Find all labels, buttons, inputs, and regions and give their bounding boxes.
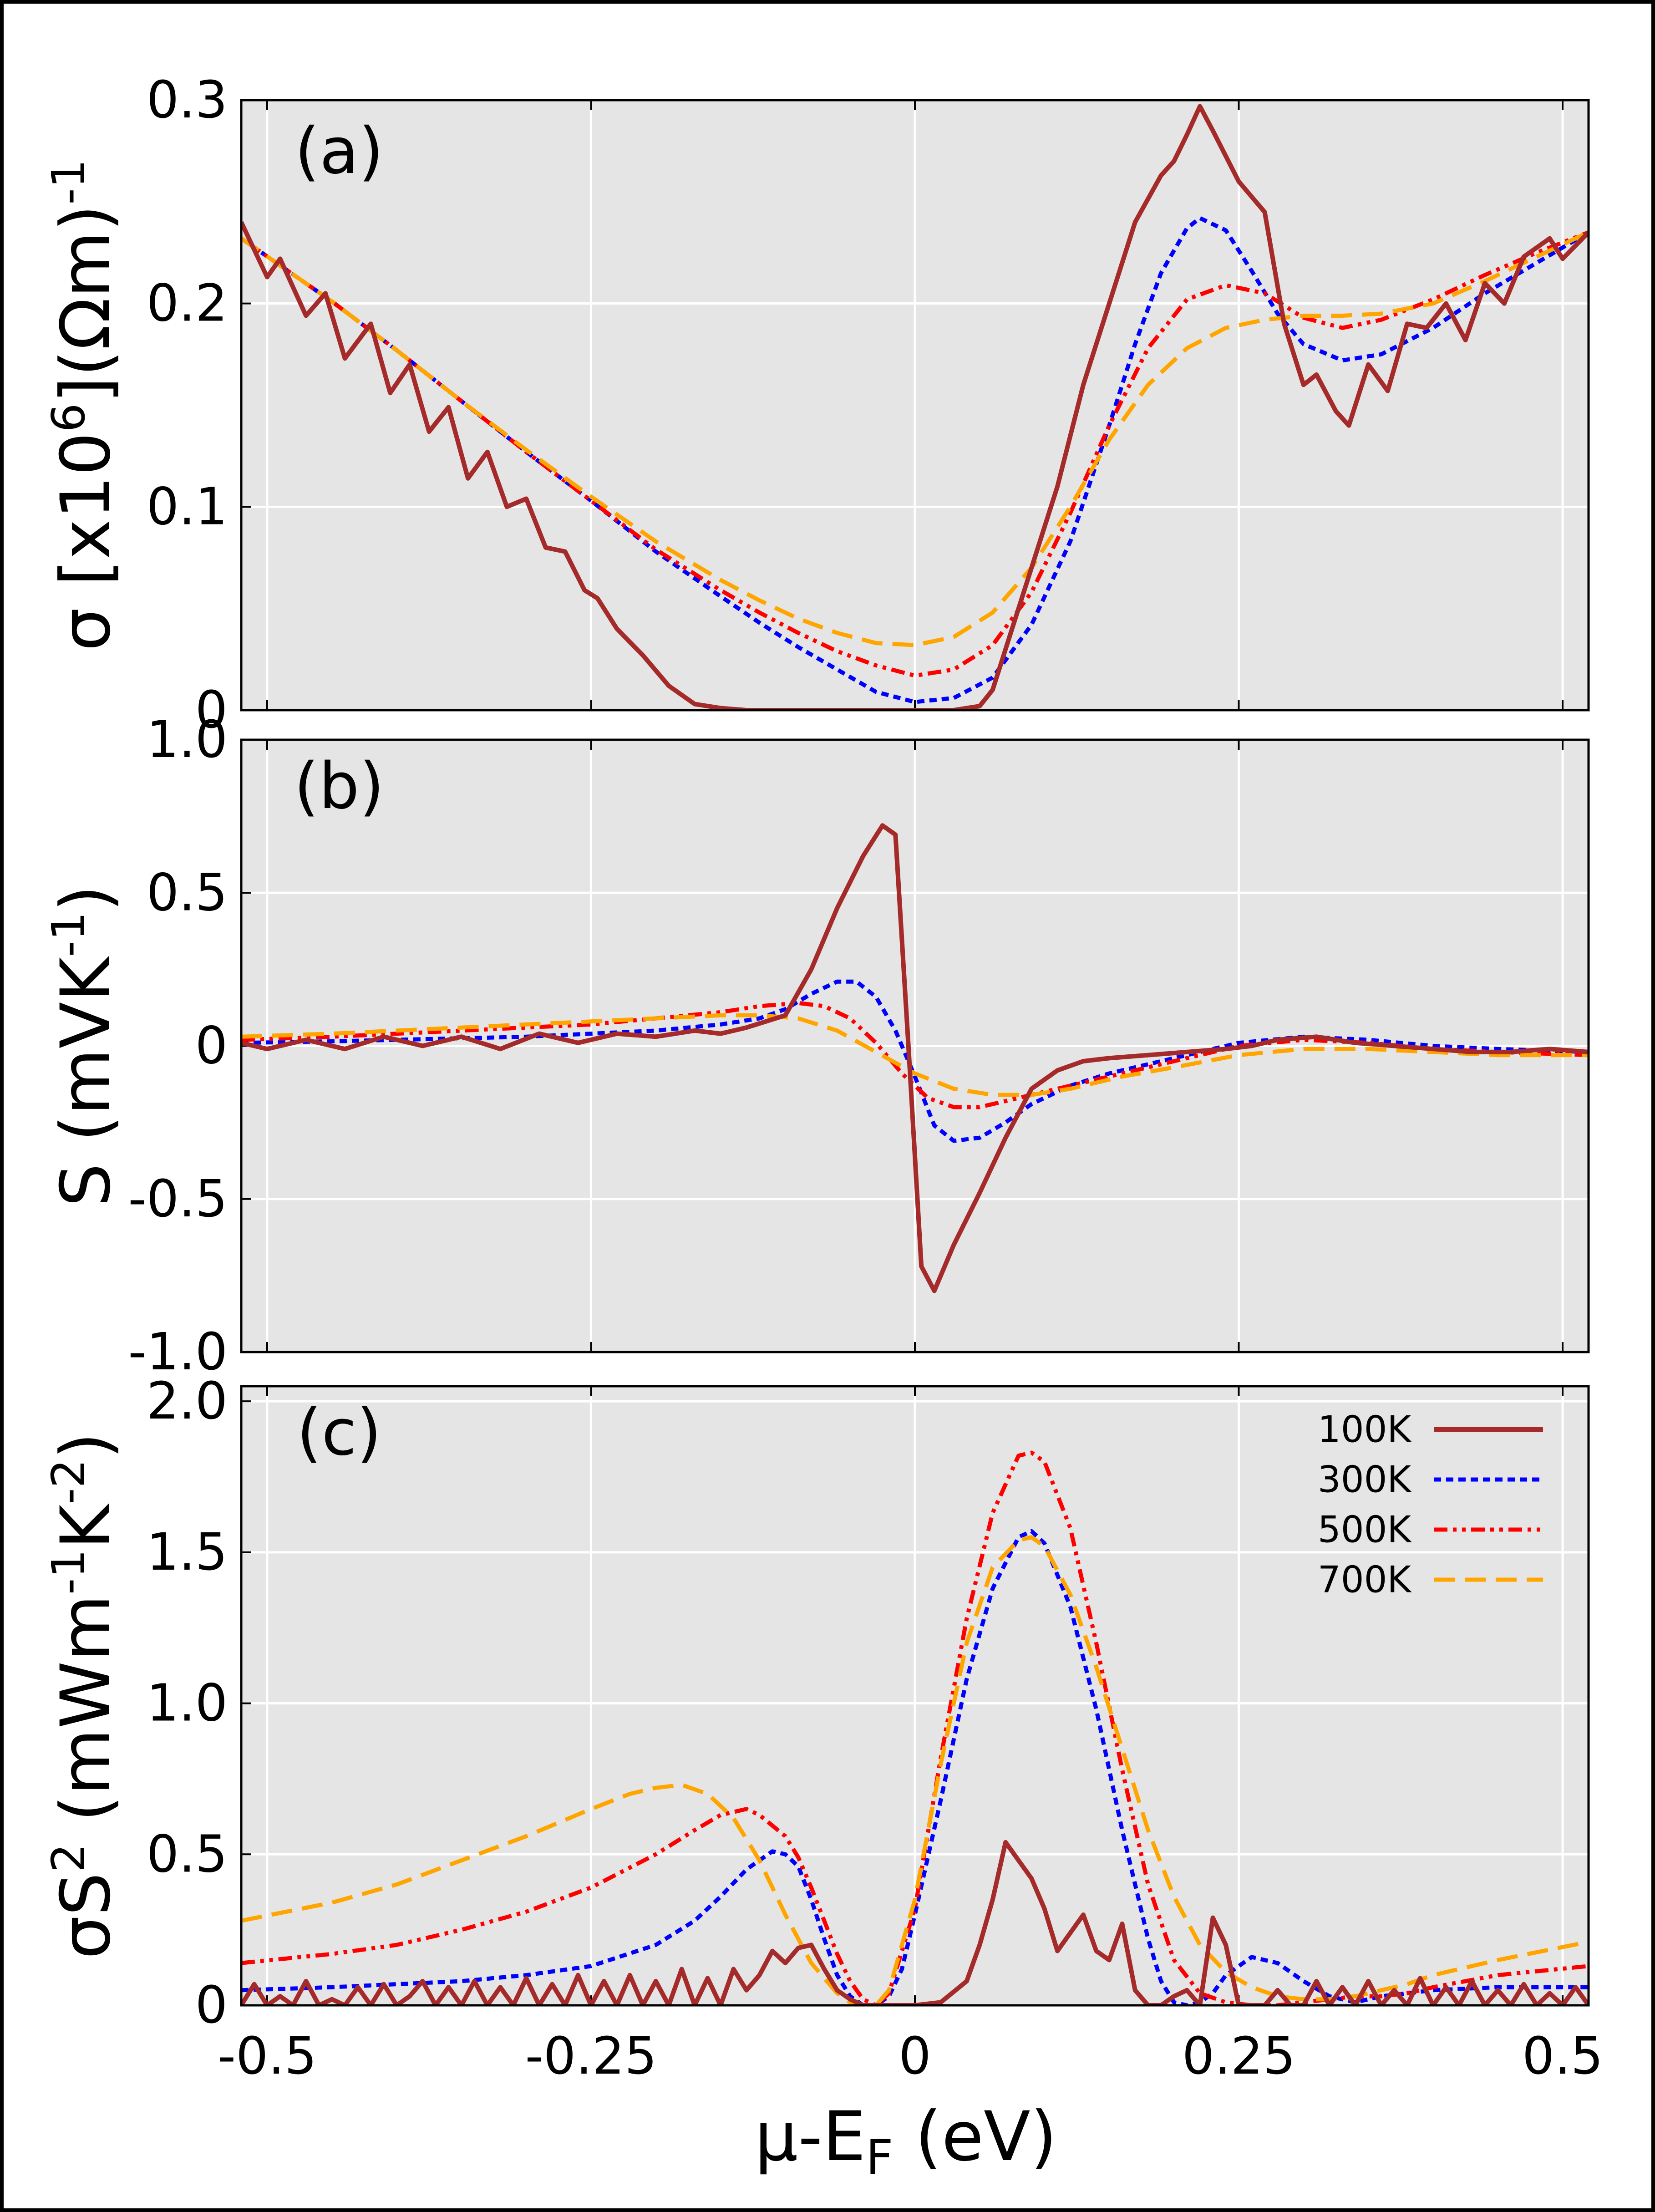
series-300k-line (241, 216, 1589, 704)
y-tick-label: 0.5 (147, 1825, 228, 1884)
y-tick-label: 0.2 (147, 274, 228, 333)
y-tick-label: 2.0 (147, 1372, 228, 1431)
legend-entry-500k: 500K (1318, 1509, 1543, 1551)
x-axis-title: μ-EF (eV) (755, 2097, 1057, 2185)
series-100k-line (241, 823, 1589, 1293)
legend-entry-700k: 700K (1318, 1559, 1543, 1601)
y-axis-title: σ [x106](Ωm)-1 (42, 159, 126, 651)
legend: 100K 300K 500K 700K (1318, 1409, 1543, 1601)
y-tick-label: 0.1 (147, 477, 228, 536)
panel-a: 0 0.1 0.2 0.3 (a) σ [x106](Ωm)-1 (42, 71, 1590, 740)
x-tick-label: -0.5 (218, 2027, 317, 2086)
y-tick-label: 0 (195, 1017, 228, 1076)
legend-entry-300k: 300K (1318, 1459, 1543, 1501)
y-axis-title: σS2 (mWm-1K-2) (42, 1432, 126, 1959)
series-700k-line (241, 1013, 1589, 1097)
x-tick-label: 0 (899, 2027, 931, 2086)
y-tick-label: 0 (195, 1976, 228, 2035)
series-100k-line (241, 104, 1589, 710)
panel-tag: (a) (294, 114, 383, 188)
panel-b: -1.0 -0.5 0 0.5 1.0 (b) S (mVK-1) (42, 710, 1590, 1382)
y-tick-label: 1.5 (147, 1523, 228, 1582)
legend-label: 500K (1318, 1509, 1412, 1551)
y-tick-label: -1.0 (128, 1322, 228, 1382)
panel-frame (240, 1385, 1590, 2007)
panel-frame (240, 99, 1590, 712)
y-axis-title: S (mVK-1) (42, 885, 126, 1207)
series-300k-line (241, 1529, 1589, 2005)
x-tick-label: -0.25 (525, 2027, 657, 2086)
panel-tag: (c) (297, 1396, 381, 1470)
y-tick-label: 0.5 (147, 863, 228, 922)
x-tick-label: 0.5 (1522, 2027, 1603, 2086)
series-700k-line (241, 230, 1589, 647)
y-tick-label: -0.5 (128, 1170, 228, 1229)
y-tick-label: 0 (195, 681, 228, 740)
panel-tag: (b) (294, 749, 384, 824)
series-700k-line (241, 1535, 1589, 2005)
panel-c: 0 0.5 1.0 1.5 2.0 (c) σS2 (mWm-1K-2) (42, 1372, 1590, 2035)
series-300k-line (241, 979, 1589, 1143)
panel-frame (240, 738, 1590, 1353)
panels-layer: 0 0.1 0.2 0.3 (a) σ [x106](Ωm)-1 -1.0 -0.5 0 0.5 1… (42, 71, 1590, 2035)
legend-entry-100k: 100K (1318, 1409, 1543, 1451)
legend-label: 700K (1318, 1559, 1412, 1601)
y-tick-label: 1.0 (147, 1674, 228, 1733)
series-100k-line (241, 1840, 1589, 2005)
y-tick-label: 1.0 (147, 710, 228, 769)
y-tick-label: 0.3 (147, 71, 228, 130)
legend-label: 100K (1318, 1409, 1412, 1451)
legend-label: 300K (1318, 1459, 1412, 1501)
x-tick-label: 0.25 (1182, 2027, 1295, 2086)
x-tick-labels: -0.5 -0.25 0 0.25 0.5 (218, 2027, 1603, 2086)
